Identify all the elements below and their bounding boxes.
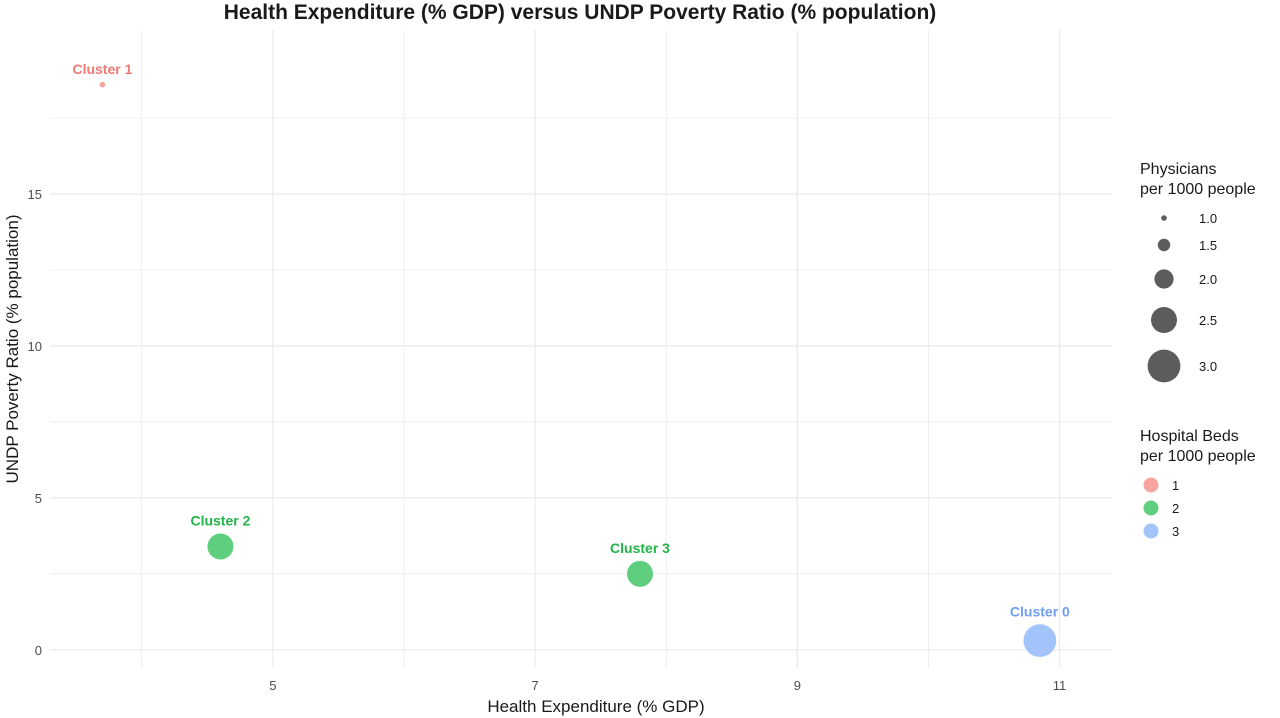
data-point: [627, 560, 653, 587]
size-legend-title-line2: per 1000 people: [1140, 181, 1256, 198]
y-tick-label: 0: [35, 643, 42, 658]
color-legend: 1 2 3: [1143, 477, 1179, 539]
y-axis-title: UNDP Poverty Ratio (% population): [3, 215, 22, 484]
y-tick-label: 15: [28, 187, 42, 202]
data-point: [1023, 624, 1057, 658]
size-legend-label: 2.5: [1199, 313, 1217, 328]
size-legend-key: [1151, 307, 1177, 333]
size-legend-key: [1161, 215, 1167, 221]
color-legend-key: [1143, 523, 1159, 539]
size-legend: 1.0 1.5 2.0 2.5 3.0: [1147, 211, 1217, 383]
x-tick-label: 7: [531, 678, 538, 693]
size-legend-key: [1154, 269, 1174, 289]
point-label: Cluster 3: [610, 540, 670, 556]
point-label: Cluster 0: [1010, 603, 1070, 619]
color-legend-title-line2: per 1000 people: [1140, 448, 1256, 465]
color-legend-label: 3: [1172, 524, 1179, 539]
size-legend-label: 1.0: [1199, 211, 1217, 226]
color-legend-title: Hospital Beds per 1000 people: [1140, 427, 1256, 467]
color-legend-label: 2: [1172, 501, 1179, 516]
grid-lines: [50, 30, 1112, 668]
size-legend-key: [1157, 238, 1171, 252]
size-legend-label: 2.0: [1199, 272, 1217, 287]
x-tick-label: 11: [1053, 678, 1067, 693]
color-legend-title-line1: Hospital Beds: [1140, 428, 1239, 445]
point-labels: Cluster 1 Cluster 2 Cluster 3 Cluster 0: [72, 61, 1070, 619]
x-axis-title: Health Expenditure (% GDP): [487, 697, 704, 716]
data-points: [99, 81, 1057, 658]
color-legend-label: 1: [1172, 478, 1179, 493]
y-tick-label: 5: [35, 491, 42, 506]
x-tick-label: 9: [794, 678, 801, 693]
x-tick-label: 5: [269, 678, 276, 693]
axis-ticks: 5 7 9 11 0 5 10 15: [28, 187, 1067, 693]
y-tick-label: 10: [28, 339, 42, 354]
data-point: [207, 533, 234, 560]
size-legend-key: [1147, 349, 1181, 383]
size-legend-title: Physicians per 1000 people: [1140, 160, 1256, 200]
chart-title: Health Expenditure (% GDP) versus UNDP P…: [223, 1, 937, 24]
color-legend-key: [1143, 477, 1159, 493]
point-label: Cluster 1: [72, 61, 132, 77]
size-legend-title-line1: Physicians: [1140, 161, 1217, 178]
data-point: [99, 81, 106, 88]
size-legend-label: 3.0: [1199, 359, 1217, 374]
size-legend-label: 1.5: [1199, 238, 1217, 253]
color-legend-key: [1143, 500, 1159, 516]
point-label: Cluster 2: [190, 512, 250, 528]
